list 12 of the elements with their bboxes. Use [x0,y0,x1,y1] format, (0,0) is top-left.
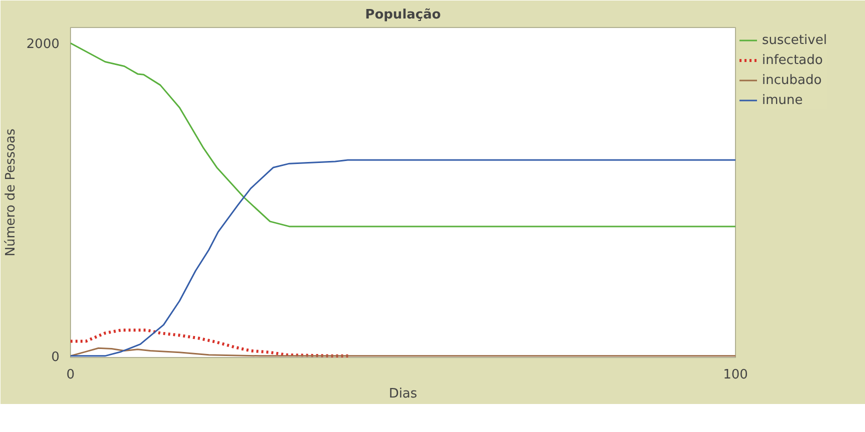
line-series [70,159,736,357]
y-tick-label: 2000 [26,37,60,52]
line-series [70,347,736,357]
line-series [70,42,736,228]
legend-label: infectado [762,52,823,68]
legend-label: imune [762,92,803,108]
chart-title: População [365,8,441,22]
legend-label: suscetivel [762,32,827,48]
x-axis-title: Dias [388,386,418,402]
y-axis-title: Número de Pessoas [3,128,18,256]
x-tick-label: 100 [723,368,748,382]
legend-label: incubado [762,72,822,88]
